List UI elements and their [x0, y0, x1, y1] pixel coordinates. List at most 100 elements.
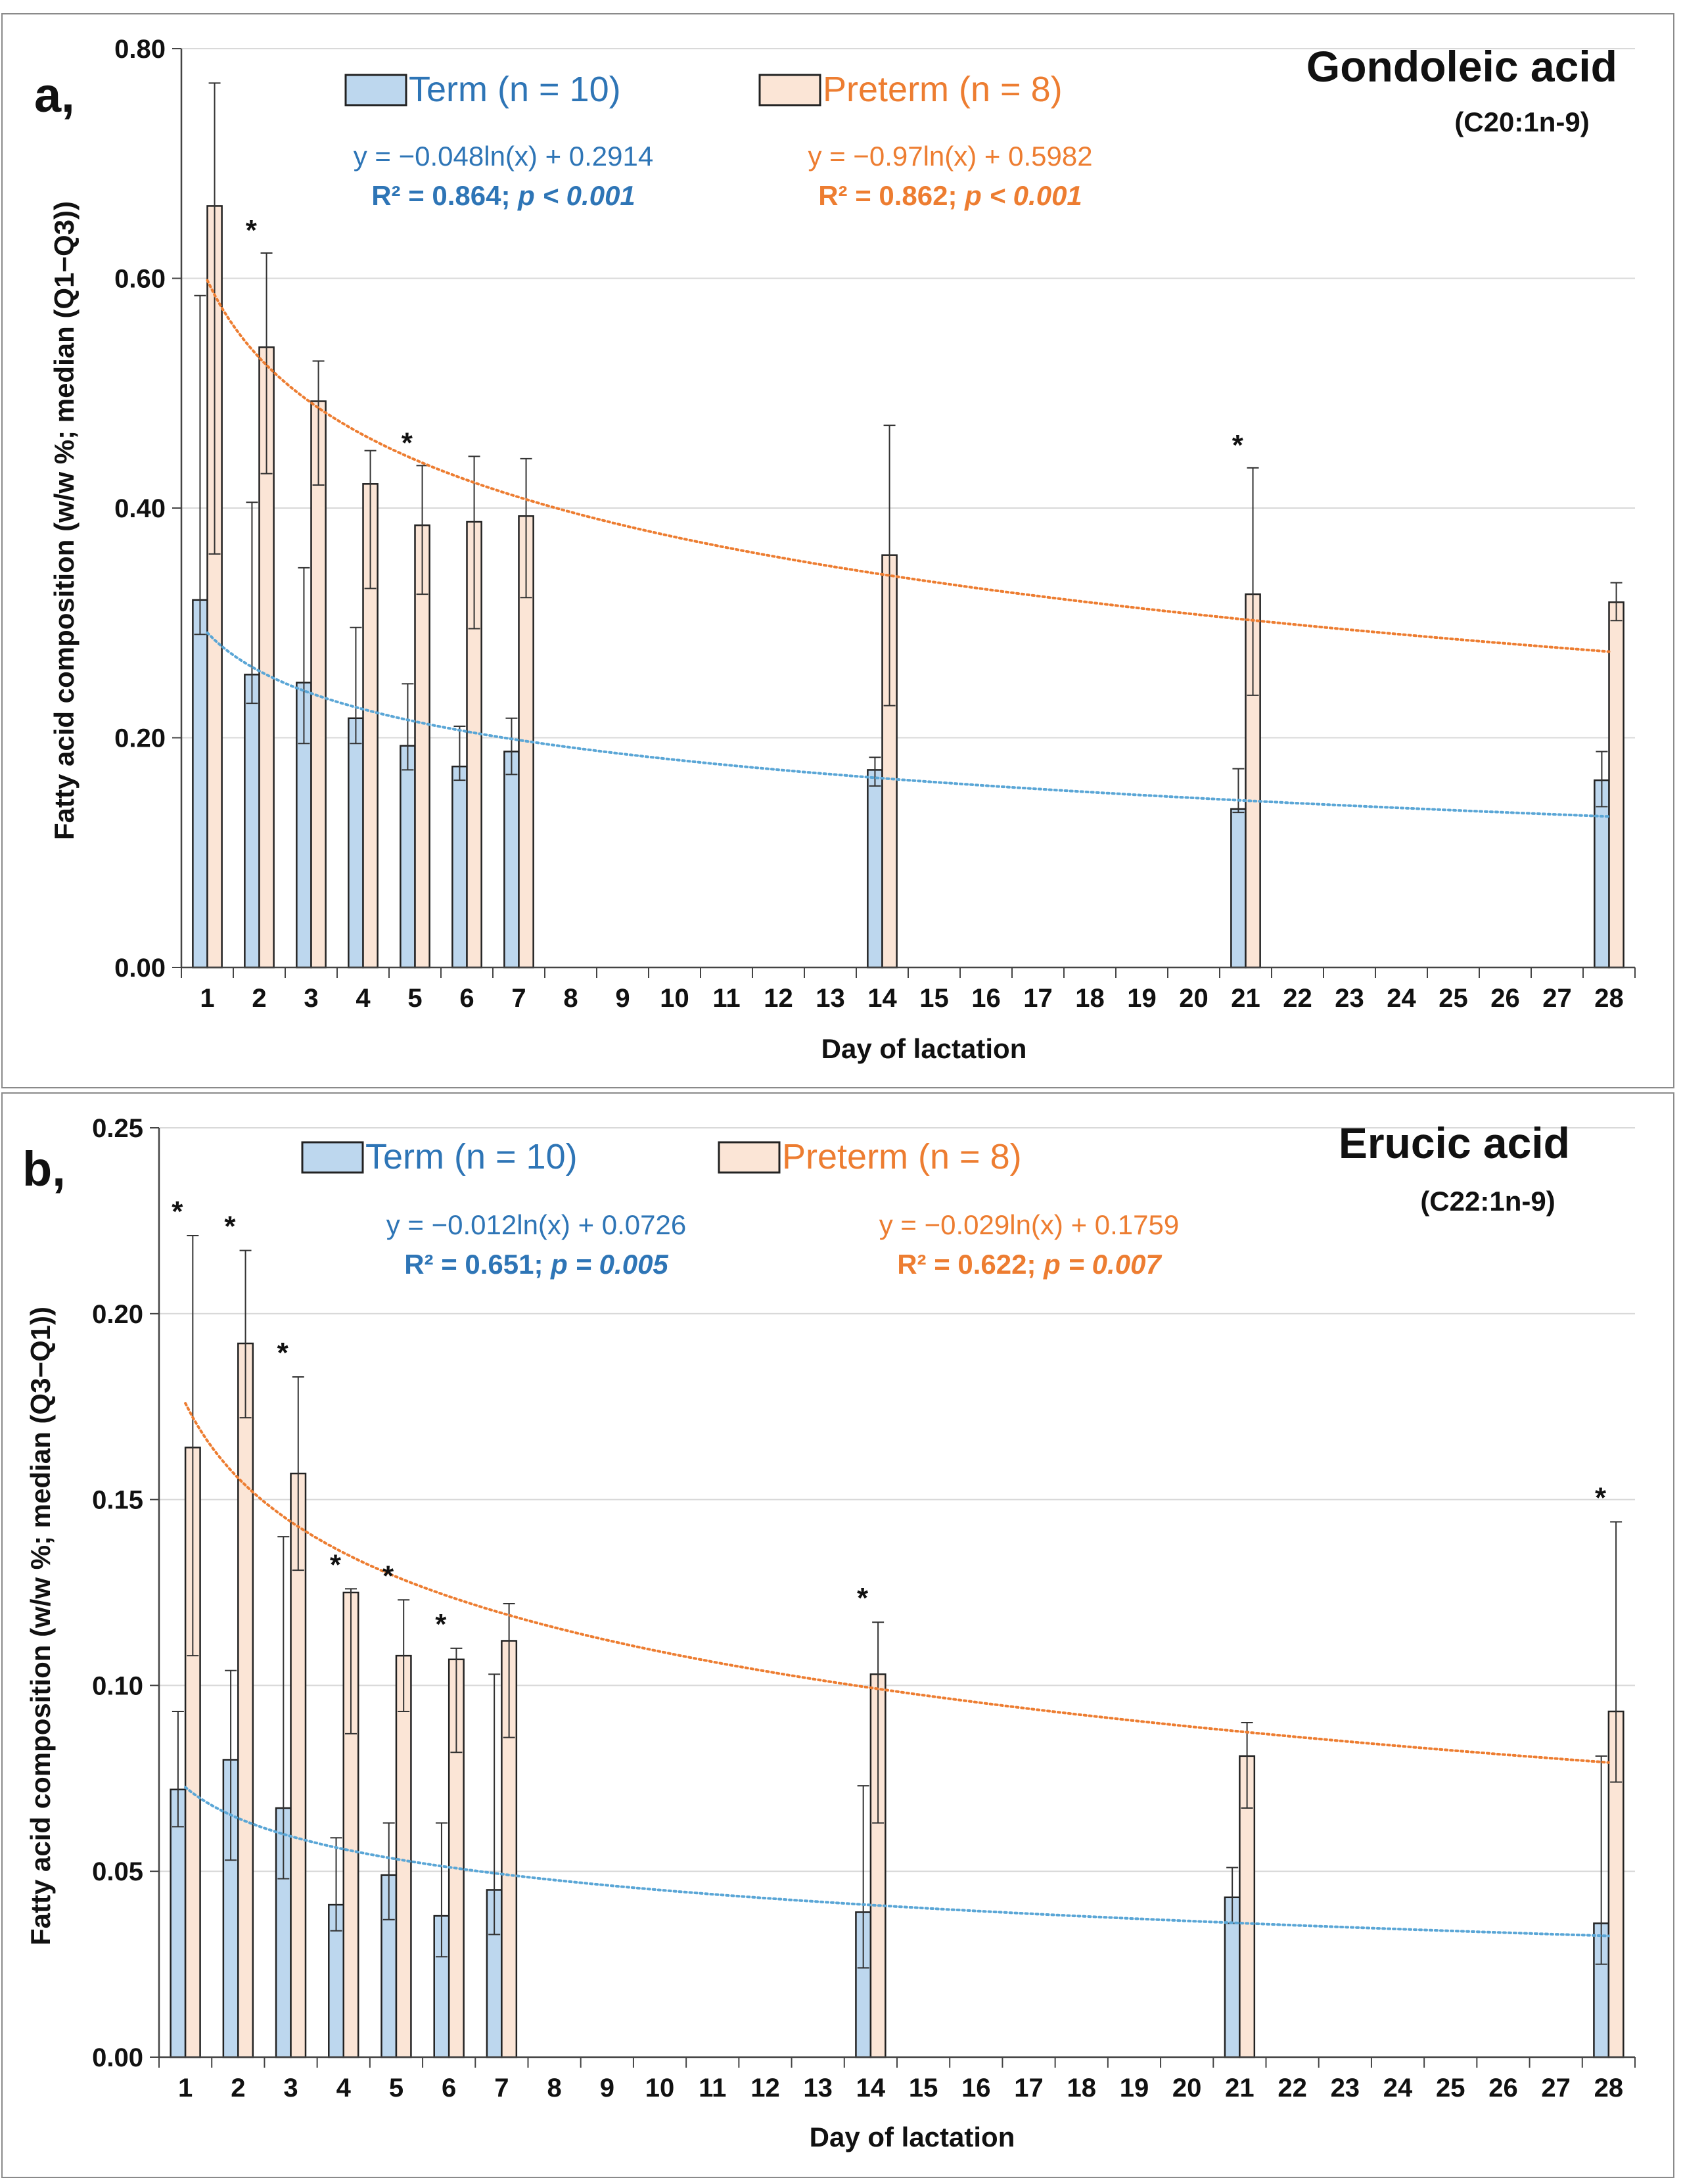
p-value-term: p = 0.005: [550, 1249, 668, 1280]
error-bars: [194, 82, 1623, 814]
x-tick-label: 12: [764, 984, 793, 1013]
legend: Term (n = 10) Preterm (n = 8): [344, 70, 1063, 109]
x-tick-label: 24: [1383, 2074, 1413, 2103]
x-tick-label: 17: [1023, 984, 1053, 1013]
bar-term-day-1: [192, 599, 208, 969]
legend-swatch-preterm: [758, 74, 821, 106]
y-tick-label: 0.00: [114, 954, 166, 983]
significance-star: *: [330, 1548, 342, 1581]
x-tick-label: 22: [1278, 2074, 1307, 2103]
x-tick-label: 14: [856, 2074, 886, 2103]
trendline-term: [184, 1786, 1610, 1938]
x-tick-label: 26: [1490, 984, 1520, 1013]
gondoleic-chart: ** * 0.000.200.400.600.80 1 2 3 4 5 6 7 8 9 10 11 12…: [34, 35, 1636, 1064]
x-tick-label: 2: [252, 984, 266, 1013]
panel-label: b,: [22, 1142, 66, 1196]
significance-star: *: [402, 427, 413, 459]
bar-term-day-6: [451, 765, 468, 969]
significance-star: *: [435, 1608, 447, 1640]
x-tick-label: 18: [1067, 2074, 1097, 2103]
x-tick-label: 28: [1594, 984, 1624, 1013]
trendlines: [184, 1402, 1610, 1938]
x-tick-label: 16: [961, 2074, 991, 2103]
y-tick-labels: 0.00 0.05 0.10 0.15 0.20 0.25: [92, 1114, 143, 2072]
y-tick-label: 0.60: [114, 265, 166, 294]
x-tick-label: 11: [712, 984, 740, 1013]
x-tick-labels: 1 2 3 4 5 6 7 8 9 10 11 12 13 14 15 16 17 18 19 20 21 22 23 24 2…: [178, 2074, 1623, 2103]
x-tick-label: 23: [1331, 2074, 1360, 2103]
bar-preterm-day-5: [395, 1654, 412, 2058]
bar-term-day-28: [1594, 779, 1610, 969]
y-tick-label: 0.05: [92, 1857, 143, 1886]
x-tick-label: 20: [1172, 2074, 1202, 2103]
legend-label-term: Term (n = 10): [365, 1137, 578, 1176]
bar-term-day-14: [867, 769, 883, 969]
x-tick-label: 8: [547, 2074, 561, 2103]
y-axis-label: Fatty acid composition (w/w %; median (Q…: [49, 201, 80, 840]
bar-term-day-1: [170, 1788, 187, 2058]
gridlines: [181, 48, 1635, 739]
x-tick-label: 5: [407, 984, 422, 1013]
x-tick-label: 24: [1387, 984, 1416, 1013]
x-tick-label: 19: [1120, 2074, 1149, 2103]
p-value-preterm: p = 0.007: [1043, 1249, 1162, 1280]
x-tick-label: 2: [231, 2074, 245, 2103]
y-tick-label: 0.00: [92, 2043, 143, 2072]
legend-swatch-term: [301, 1141, 364, 1174]
r2-term: R² = 0.651;: [404, 1249, 551, 1280]
trendlines: [206, 279, 1611, 818]
x-tick-label: 18: [1075, 984, 1105, 1013]
x-tick-label: 1: [178, 2074, 193, 2103]
legend-label-term: Term (n = 10): [409, 70, 621, 109]
x-tick-label: 10: [645, 2074, 675, 2103]
significance-markers: * * *: [246, 214, 1244, 461]
bar-term-day-4: [348, 717, 364, 969]
bar-term-day-5: [400, 745, 416, 969]
r2-term: R² = 0.864;: [371, 180, 518, 211]
chart-title: Erucic acid: [1339, 1119, 1570, 1167]
x-tick-label: 17: [1014, 2074, 1044, 2103]
chart-title: Gondoleic acid: [1306, 42, 1617, 91]
x-tick-label: 3: [304, 984, 318, 1013]
x-axis-label: Day of lactation: [810, 2122, 1015, 2152]
x-tick-label: 9: [600, 2074, 614, 2103]
x-tick-label: 11: [699, 2074, 726, 2103]
y-tick-labels: 0.00 0.20 0.40 0.60 0.80: [114, 35, 166, 983]
x-tick-label: 13: [816, 984, 845, 1013]
significance-star: *: [172, 1196, 183, 1228]
x-tick-label: 25: [1436, 2074, 1465, 2103]
panel-label: a,: [34, 68, 75, 122]
x-tick-label: 14: [867, 984, 897, 1013]
x-tick-label: 10: [660, 984, 689, 1013]
trend-stats-term: R² = 0.864; p < 0.001: [371, 180, 635, 211]
bar-term-day-2: [244, 674, 260, 969]
axes: [172, 48, 1636, 978]
x-tick-label: 6: [442, 2074, 456, 2103]
x-tick-label: 4: [356, 984, 371, 1013]
trend-equation-term: y = −0.012ln(x) + 0.0726: [386, 1209, 686, 1240]
p-value-preterm: p < 0.001: [964, 180, 1082, 211]
y-tick-label: 0.10: [92, 1671, 143, 1700]
x-tick-label: 21: [1225, 2074, 1255, 2103]
bar-term-day-7: [503, 751, 520, 969]
legend-swatch-term: [344, 74, 407, 106]
x-tick-label: 15: [909, 2074, 938, 2103]
trendline-term: [206, 631, 1611, 818]
x-tick-label: 3: [283, 2074, 298, 2103]
axes: [150, 1127, 1636, 2068]
x-tick-label: 19: [1127, 984, 1157, 1013]
x-tick-label: 13: [803, 2074, 833, 2103]
significance-star: *: [246, 214, 258, 246]
x-tick-labels: 1 2 3 4 5 6 7 8 9 10 11 12 13 14 15 16 17 18 19 20 21 22 23 24 2…: [200, 984, 1623, 1013]
x-tick-label: 27: [1541, 2074, 1571, 2103]
trend-equation-preterm: y = −0.029ln(x) + 0.1759: [879, 1209, 1179, 1240]
x-tick-label: 7: [511, 984, 526, 1013]
y-tick-label: 0.20: [114, 724, 166, 753]
x-tick-label: 27: [1542, 984, 1572, 1013]
p-value-term: p < 0.001: [517, 180, 635, 211]
trend-stats-preterm: R² = 0.622; p = 0.007: [897, 1249, 1162, 1280]
bar-preterm-day-28: [1608, 601, 1624, 969]
trend-equation-term: y = −0.048ln(x) + 0.2914: [354, 141, 653, 172]
